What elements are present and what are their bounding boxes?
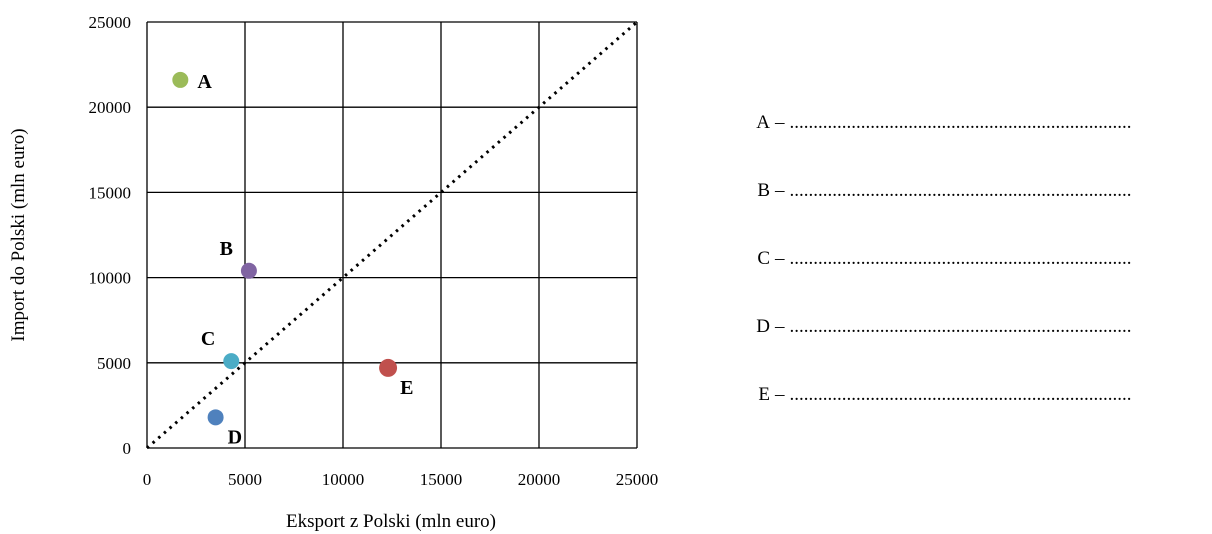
answer-blank-line[interactable]: ........................................… <box>789 248 1132 269</box>
answer-dash: – <box>775 180 785 201</box>
data-points: A B C D E <box>172 71 413 448</box>
y-tick-label-5: 25000 <box>89 13 132 32</box>
tick-labels: 0 5000 10000 15000 20000 25000 0 5000 10000 15000… <box>89 13 659 489</box>
point-e <box>379 358 398 377</box>
y-tick-label-3: 15000 <box>89 183 132 202</box>
point-label-b: B <box>220 238 233 260</box>
point-label-c: C <box>201 328 215 350</box>
answer-row-e[interactable]: E –......................................… <box>740 384 1212 406</box>
answer-row-a[interactable]: A –......................................… <box>740 112 1212 134</box>
x-tick-label-3: 15000 <box>420 470 463 489</box>
point-c <box>223 353 240 370</box>
x-axis-title: Eksport z Polski (mln euro) <box>286 511 496 532</box>
y-tick-label-0: 0 <box>123 439 132 458</box>
scatter-chart: 0 5000 10000 15000 20000 25000 0 5000 10000 15000… <box>8 13 659 532</box>
y-tick-label-4: 20000 <box>89 98 132 117</box>
point-label-e: E <box>400 377 413 399</box>
x-tick-label-1: 5000 <box>228 470 262 489</box>
chart-grid <box>146 21 638 449</box>
point-a <box>172 71 189 88</box>
answer-letter: B <box>757 180 770 201</box>
answer-row-c[interactable]: C –......................................… <box>740 248 1212 270</box>
answer-letter: A <box>756 112 770 133</box>
y-tick-label-1: 5000 <box>97 354 131 373</box>
answer-letter: C <box>757 248 770 269</box>
x-tick-label-5: 25000 <box>616 470 659 489</box>
answer-letter: E <box>758 384 770 405</box>
answer-blank-line[interactable]: ........................................… <box>789 112 1132 133</box>
answer-dash: – <box>775 248 785 269</box>
answer-blank-line[interactable]: ........................................… <box>789 180 1132 201</box>
answer-blank-line[interactable]: ........................................… <box>789 316 1132 337</box>
x-tick-label-4: 20000 <box>518 470 561 489</box>
reference-line <box>146 20 638 450</box>
x-tick-label-0: 0 <box>143 470 152 489</box>
x-tick-label-2: 10000 <box>322 470 365 489</box>
point-b <box>240 262 257 279</box>
answer-dash: – <box>775 384 785 405</box>
answer-dash: – <box>775 316 785 337</box>
answer-blank-line[interactable]: ........................................… <box>789 384 1132 405</box>
answer-dash: – <box>775 112 785 133</box>
reference-line-group <box>146 20 638 450</box>
point-d <box>207 409 224 426</box>
y-tick-label-2: 10000 <box>89 269 132 288</box>
answer-row-b[interactable]: B –......................................… <box>740 180 1212 202</box>
point-label-a: A <box>197 71 212 93</box>
y-axis-title: Import do Polski (mln euro) <box>8 128 29 341</box>
point-label-d: D <box>228 426 242 448</box>
answer-row-d[interactable]: D –......................................… <box>740 316 1212 338</box>
answer-letter: D <box>756 316 770 337</box>
